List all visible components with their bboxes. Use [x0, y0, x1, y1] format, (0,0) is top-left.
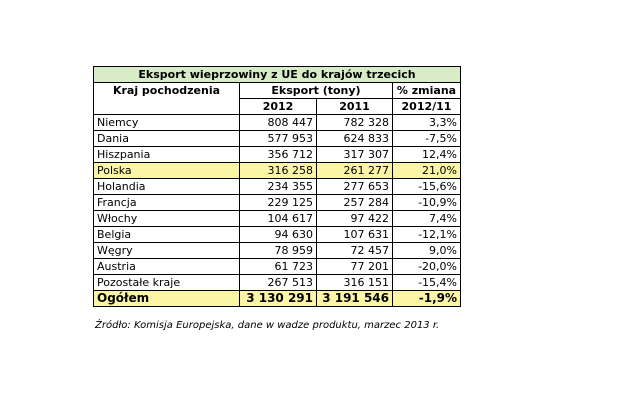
table-row: Francja 229 125 257 284 -10,9% [93, 194, 461, 211]
change-cell: -10,9% [392, 194, 461, 211]
country-cell: Włochy [93, 210, 240, 227]
table-body: Eksport wieprzowiny z UE do krajów trzec… [93, 66, 461, 307]
table-row: Pozostałe kraje 267 513 316 151 -15,4% [93, 274, 461, 291]
value-2012-cell: 316 258 [239, 162, 317, 179]
value-2012-cell: 78 959 [239, 242, 317, 259]
table-title: Eksport wieprzowiny z UE do krajów trzec… [93, 66, 461, 83]
country-cell: Dania [93, 130, 240, 147]
value-2012-cell: 267 513 [239, 274, 317, 291]
year-2012-header: 2012 [239, 98, 317, 115]
change-cell: -12,1% [392, 226, 461, 243]
total-2011-cell: 3 191 546 [316, 290, 393, 307]
year-2011-header: 2011 [316, 98, 393, 115]
country-cell: Francja [93, 194, 240, 211]
change-cell: 21,0% [392, 162, 461, 179]
country-cell: Belgia [93, 226, 240, 243]
value-2011-cell: 257 284 [316, 194, 393, 211]
table-row: Belgia 94 630 107 631 -12,1% [93, 226, 461, 243]
country-cell: Austria [93, 258, 240, 275]
value-2011-cell: 261 277 [316, 162, 393, 179]
value-2012-cell: 234 355 [239, 178, 317, 195]
country-cell: Polska [93, 162, 240, 179]
table-row: Holandia 234 355 277 653 -15,6% [93, 178, 461, 195]
total-2012-cell: 3 130 291 [239, 290, 317, 307]
table-row: Hiszpania 356 712 317 307 12,4% [93, 146, 461, 163]
change-cell: 7,4% [392, 210, 461, 227]
change-header-line2: 2012/11 [392, 98, 461, 115]
export-table: Eksport wieprzowiny z UE do krajów trzec… [93, 66, 461, 307]
value-2011-cell: 107 631 [316, 226, 393, 243]
value-2012-cell: 808 447 [239, 114, 317, 131]
value-2011-cell: 97 422 [316, 210, 393, 227]
source-note: Źródło: Komisja Europejska, dane w wadze… [95, 320, 440, 331]
change-cell: -7,5% [392, 130, 461, 147]
value-2011-cell: 624 833 [316, 130, 393, 147]
value-2012-cell: 577 953 [239, 130, 317, 147]
table-row: Austria 61 723 77 201 -20,0% [93, 258, 461, 275]
country-column-header: Kraj pochodzenia [93, 82, 240, 115]
value-2011-cell: 782 328 [316, 114, 393, 131]
country-cell: Hiszpania [93, 146, 240, 163]
country-cell: Niemcy [93, 114, 240, 131]
table-row: Polska 316 258 261 277 21,0% [93, 162, 461, 179]
change-cell: 12,4% [392, 146, 461, 163]
value-2011-cell: 72 457 [316, 242, 393, 259]
table-row: Dania 577 953 624 833 -7,5% [93, 130, 461, 147]
title-row: Eksport wieprzowiny z UE do krajów trzec… [93, 66, 461, 83]
total-change-cell: -1,9% [392, 290, 461, 307]
table-row: Włochy 104 617 97 422 7,4% [93, 210, 461, 227]
header-row-1: Kraj pochodzenia Eksport (tony) % zmiana [93, 82, 461, 115]
value-2012-cell: 61 723 [239, 258, 317, 275]
change-cell: -15,4% [392, 274, 461, 291]
value-2011-cell: 316 151 [316, 274, 393, 291]
value-2011-cell: 317 307 [316, 146, 393, 163]
value-2012-cell: 229 125 [239, 194, 317, 211]
table-row: Węgry 78 959 72 457 9,0% [93, 242, 461, 259]
export-group-header: Eksport (tony) [239, 82, 393, 99]
country-cell: Węgry [93, 242, 240, 259]
value-2012-cell: 104 617 [239, 210, 317, 227]
change-cell: 9,0% [392, 242, 461, 259]
change-cell: -15,6% [392, 178, 461, 195]
value-2012-cell: 94 630 [239, 226, 317, 243]
change-cell: 3,3% [392, 114, 461, 131]
change-cell: -20,0% [392, 258, 461, 275]
change-header-line1: % zmiana [392, 82, 461, 99]
value-2011-cell: 277 653 [316, 178, 393, 195]
country-cell: Holandia [93, 178, 240, 195]
country-cell: Pozostałe kraje [93, 274, 240, 291]
value-2012-cell: 356 712 [239, 146, 317, 163]
value-2011-cell: 77 201 [316, 258, 393, 275]
total-row: Ogółem 3 130 291 3 191 546 -1,9% [93, 290, 461, 307]
total-label-cell: Ogółem [93, 290, 240, 307]
table-row: Niemcy 808 447 782 328 3,3% [93, 114, 461, 131]
